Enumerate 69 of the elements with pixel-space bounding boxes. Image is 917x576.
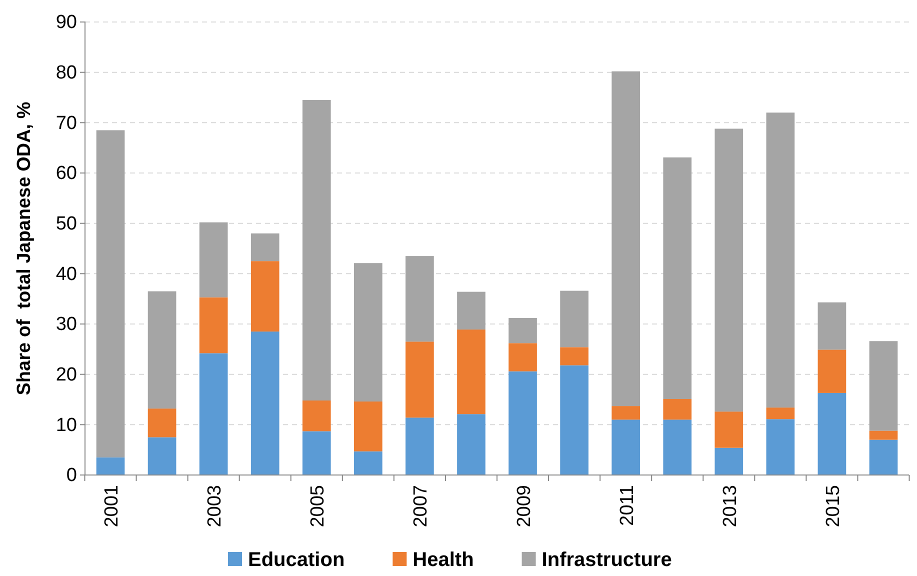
x-tick-label: 2011 — [616, 485, 638, 526]
y-tick-label: 30 — [56, 314, 77, 336]
bar — [612, 71, 640, 406]
y-tick-label: 40 — [56, 264, 77, 285]
bar — [818, 392, 846, 475]
bar — [406, 418, 434, 475]
bar — [199, 297, 228, 354]
y-tick-label: 50 — [56, 213, 77, 234]
bar — [714, 412, 744, 448]
bar — [302, 100, 331, 401]
bar — [612, 406, 640, 420]
bar — [663, 398, 692, 420]
bar — [354, 263, 382, 402]
bar — [818, 350, 846, 393]
bar — [560, 365, 588, 475]
bar — [869, 430, 898, 440]
bar — [612, 420, 640, 475]
bar — [457, 292, 486, 330]
y-tick-label: 70 — [56, 112, 77, 134]
bar — [508, 371, 537, 475]
x-tick-label: 2007 — [410, 485, 432, 528]
bar — [199, 353, 228, 475]
bar — [766, 112, 795, 408]
bar — [714, 128, 744, 412]
bar — [560, 290, 588, 348]
bar — [148, 437, 176, 475]
bar — [148, 408, 176, 438]
x-tick-label: 2015 — [822, 485, 844, 528]
bar — [354, 402, 382, 452]
bar — [818, 302, 846, 350]
bar — [250, 233, 280, 262]
bar — [663, 420, 692, 475]
bar — [96, 457, 125, 475]
y-tick-label: 0 — [66, 465, 77, 486]
bar — [869, 440, 898, 475]
bar — [406, 256, 434, 342]
bar — [766, 419, 795, 475]
y-tick-label: 60 — [56, 163, 77, 184]
bar — [508, 318, 537, 344]
legend-label: Education — [248, 549, 345, 571]
legend-label: Infrastructure — [542, 549, 672, 571]
bar — [869, 341, 898, 431]
bar — [457, 330, 486, 414]
y-tick-label: 20 — [56, 364, 77, 386]
bar — [766, 408, 795, 420]
bar — [714, 448, 744, 475]
bar — [199, 222, 228, 298]
bar — [96, 130, 125, 458]
y-axis-title: Share of total Japanese ODA, % — [14, 102, 35, 396]
y-tick-label: 90 — [56, 12, 77, 34]
legend-label: Health — [412, 549, 474, 571]
bar — [508, 343, 537, 372]
bar — [302, 431, 331, 475]
bar — [148, 291, 176, 409]
y-tick-label: 10 — [56, 414, 77, 436]
bar — [250, 332, 280, 475]
bar — [663, 157, 692, 399]
bar — [457, 414, 486, 475]
x-tick-label: 2009 — [514, 485, 535, 528]
x-tick-label: 2003 — [204, 485, 226, 528]
bar — [250, 261, 280, 332]
x-tick-label: 2001 — [102, 485, 123, 528]
bar — [302, 400, 331, 432]
bar — [354, 451, 382, 475]
x-tick-label: 2013 — [720, 485, 741, 528]
x-tick-label: 2005 — [308, 485, 329, 528]
bar — [560, 347, 588, 366]
bar — [406, 342, 434, 418]
y-tick-label: 80 — [56, 62, 77, 84]
